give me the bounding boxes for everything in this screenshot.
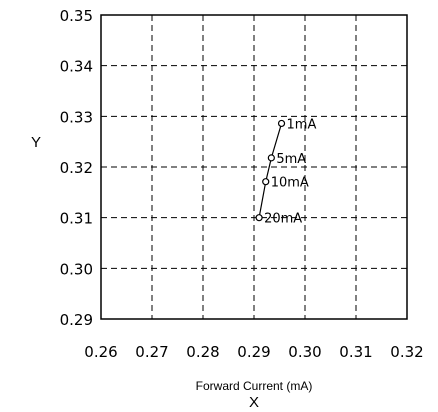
plot-frame: [100, 14, 408, 320]
x-axis-label: X: [249, 394, 259, 411]
data-point: [277, 119, 286, 128]
y-tick-label: 0.30: [60, 260, 93, 278]
data-point-label: 1mA: [287, 117, 317, 132]
x-tick-label: 0.28: [186, 343, 219, 361]
data-point: [255, 214, 263, 222]
data-point-label: 10mA: [271, 176, 309, 191]
y-tick-label: 0.32: [60, 159, 93, 177]
y-tick-label: 0.31: [60, 210, 93, 228]
x-tick-labels: 0.26 0.27 0.28 0.29 0.30 0.31 0.32: [84, 343, 423, 361]
y-tick-label: 0.33: [60, 108, 93, 126]
x-axis-title: Forward Current (mA): [196, 379, 313, 393]
x-tick-label: 0.32: [390, 343, 423, 361]
data-point: [262, 178, 270, 186]
x-tick-label: 0.31: [339, 343, 372, 361]
y-tick-label: 0.29: [60, 311, 93, 329]
y-tick-labels: 0.35 0.34 0.33 0.32 0.31 0.30 0.29: [60, 7, 93, 329]
x-tick-label: 0.30: [288, 343, 321, 361]
data-point-label: 20mA: [264, 212, 302, 227]
y-tick-label: 0.35: [60, 7, 93, 25]
x-tick-label: 0.26: [84, 343, 117, 361]
y-tick-label: 0.34: [60, 58, 93, 76]
x-tick-label: 0.27: [135, 343, 168, 361]
grid-lines: [101, 15, 407, 319]
data-series: 1mA 5mA 10mA 20mA: [255, 117, 317, 227]
y-axis-label: Y: [31, 134, 41, 151]
series-line: [258, 123, 283, 218]
data-point-label: 5mA: [276, 152, 306, 167]
x-tick-label: 0.29: [237, 343, 270, 361]
data-point: [267, 154, 275, 162]
